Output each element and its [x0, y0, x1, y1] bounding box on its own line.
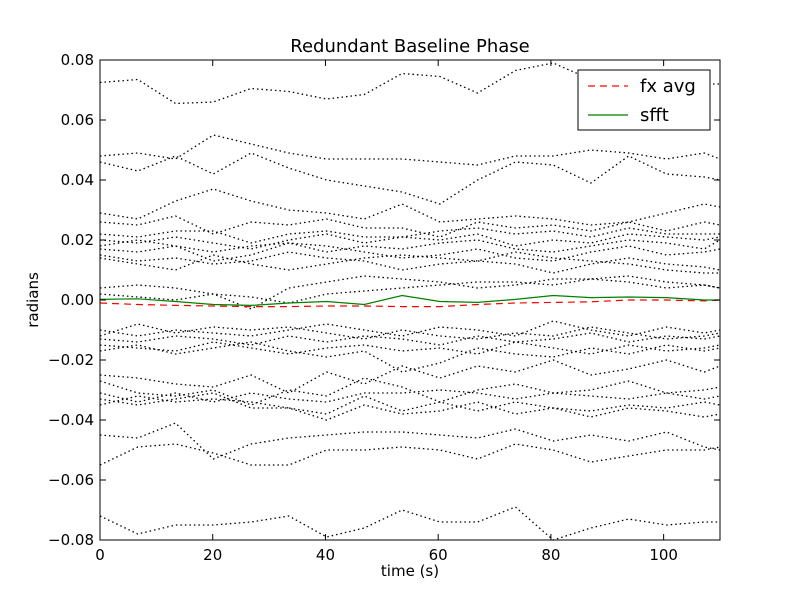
series-line-baseline-20	[99, 359, 721, 394]
y-tick-label: 0.04	[61, 171, 94, 189]
series-line-baseline-15	[99, 320, 721, 337]
series-line-baseline-18	[99, 341, 721, 355]
x-tick-label: 100	[649, 546, 678, 564]
series-line-baseline-10	[99, 242, 721, 262]
y-tick-label: −0.06	[48, 471, 94, 489]
legend: fx avg sfft	[577, 69, 711, 131]
y-tick-label: −0.02	[48, 351, 94, 369]
series-line-baseline-11	[99, 251, 721, 274]
chart-title: Redundant Baseline Phase	[290, 36, 529, 57]
series-line-baseline-17	[99, 332, 721, 346]
x-tick-label: 60	[429, 546, 448, 564]
series-layer	[99, 62, 721, 541]
series-line-baseline-7	[99, 227, 720, 244]
y-axis-label: radians	[24, 272, 42, 328]
legend-label: fx avg	[640, 76, 696, 97]
x-axis-label: time (s)	[381, 562, 439, 580]
x-tick-label: 20	[203, 546, 222, 564]
series-line-baseline-6	[99, 215, 721, 238]
y-tick-label: −0.04	[48, 411, 94, 429]
plot-frame	[99, 59, 721, 541]
series-line-baseline-25	[99, 422, 721, 460]
series-line-baseline-24	[99, 395, 721, 421]
series-line-baseline-21	[99, 377, 721, 406]
x-tick-label: 0	[95, 546, 105, 564]
legend-box	[577, 69, 711, 131]
y-tick-label: 0.02	[61, 231, 94, 249]
series-line-baseline-23	[99, 392, 721, 415]
y-tick-label: 0.00	[61, 291, 94, 309]
y-tick-label: 0.08	[61, 51, 94, 69]
x-tick-label: 40	[316, 546, 335, 564]
x-tick-label: 80	[541, 546, 560, 564]
series-line-baseline-27	[99, 506, 720, 541]
tick-layer: 0 20 40 60 80 100 −0.08 −0.06 −0.04 −0.02 0.00 0.02…	[48, 51, 720, 564]
series-line-baseline-19	[99, 341, 721, 373]
series-line-baseline-3	[99, 134, 721, 166]
y-tick-label: −0.08	[48, 531, 94, 549]
series-line-baseline-5	[99, 188, 721, 226]
y-tick-label: 0.06	[61, 111, 94, 129]
series-line-sfft	[99, 294, 720, 307]
legend-label: sfft	[640, 105, 669, 126]
series-line-baseline-9	[99, 239, 721, 253]
series-line-baseline-4	[99, 152, 721, 205]
